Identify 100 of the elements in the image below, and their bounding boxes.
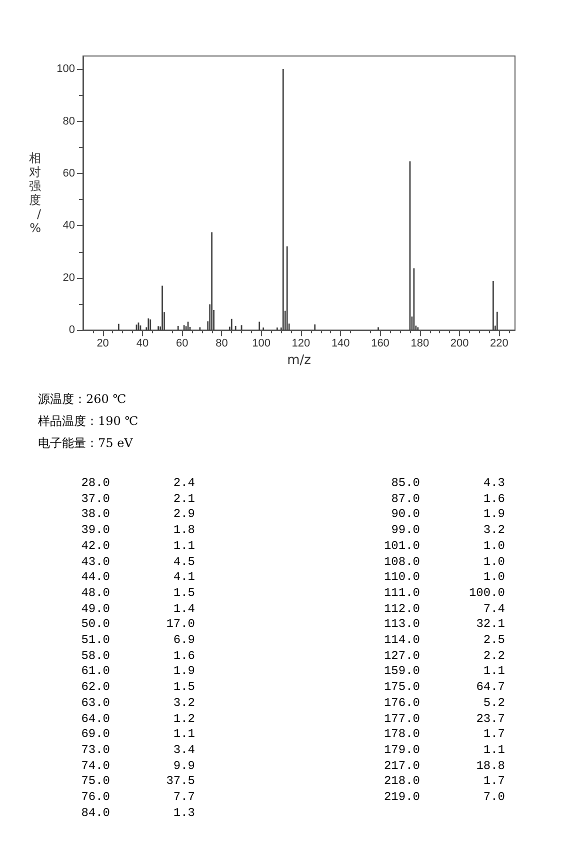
text: 4.5 [172, 554, 195, 570]
x-tick-label: 60 [176, 338, 188, 350]
text: 111.0 [382, 586, 420, 602]
text: 62.0 [80, 680, 110, 696]
text: 1.0 [482, 538, 505, 555]
text: 4.1 [172, 570, 195, 586]
x-tick-label: 200 [450, 338, 469, 350]
x-tick-label: 80 [216, 338, 228, 350]
text: 7.0 [482, 790, 505, 806]
text: 2.9 [172, 507, 195, 524]
text: 108.0 [382, 554, 420, 570]
text: 74.0 [80, 758, 110, 774]
text: 2.4 [172, 476, 195, 492]
text: 1.7 [482, 727, 505, 743]
text: 1.6 [482, 492, 505, 508]
text: 32.1 [475, 617, 505, 634]
x-tick-label: 120 [292, 338, 310, 350]
text: 63.0 [80, 696, 110, 712]
text: 37.5 [165, 774, 195, 790]
text: 1.1 [172, 538, 195, 555]
y-tick-label: 40 [62, 220, 75, 232]
text: 75.0 [80, 774, 110, 790]
text: 90.0 [390, 507, 420, 524]
text: 18.8 [475, 758, 505, 774]
text: 58.0 [80, 648, 110, 664]
y-axis-title: 相对强度/% [29, 151, 42, 236]
text: 219.0 [382, 790, 420, 806]
y-tick-label: 100 [56, 63, 75, 76]
text: 样品温度：190 ℃ [38, 413, 138, 430]
text: 112.0 [382, 602, 420, 618]
text: 50.0 [80, 617, 110, 634]
y-tick-label: 20 [62, 272, 75, 284]
x-axis-title: m/z [287, 353, 312, 368]
text: 17.0 [165, 617, 195, 634]
text: 2.2 [482, 648, 505, 664]
x-tick-label: 180 [410, 338, 430, 350]
text: 5.2 [482, 696, 505, 712]
text: 1.2 [172, 712, 195, 728]
text: 1.7 [482, 774, 505, 790]
text: 44.0 [80, 570, 110, 586]
text: 177.0 [382, 712, 420, 728]
text: 3.2 [482, 523, 505, 539]
text: 7.7 [172, 790, 195, 806]
text: 源温度：260 ℃ [38, 391, 128, 408]
text: 110.0 [382, 570, 420, 586]
text: 159.0 [382, 664, 420, 680]
text: 3.2 [172, 696, 195, 712]
text: 176.0 [382, 696, 420, 712]
text: 61.0 [80, 664, 110, 680]
text: 178.0 [382, 727, 420, 743]
text: 37.0 [80, 492, 110, 508]
text: 电子能量：75 eV [38, 435, 134, 452]
text: 48.0 [80, 586, 110, 602]
text: 1.0 [482, 570, 505, 586]
text: 28.0 [80, 476, 110, 492]
text: 84.0 [80, 806, 110, 822]
text: 9.9 [172, 758, 195, 774]
text: 1.8 [172, 523, 195, 539]
x-tick-label: 40 [136, 338, 149, 350]
text: 76.0 [80, 790, 110, 806]
text: 127.0 [382, 648, 420, 664]
text: 7.4 [482, 602, 505, 618]
text: 49.0 [80, 602, 110, 618]
text: 1.1 [482, 664, 505, 680]
y-tick-label: 0 [68, 324, 75, 336]
text: 43.0 [80, 554, 110, 570]
text: 179.0 [382, 742, 420, 759]
text: 6.9 [172, 633, 195, 649]
text: 38.0 [80, 507, 110, 524]
text: 42.0 [80, 538, 110, 555]
text: 217.0 [382, 758, 420, 774]
text: 73.0 [80, 742, 110, 759]
text: 64.7 [475, 680, 505, 696]
text: 4.3 [482, 476, 505, 492]
text: 85.0 [390, 476, 420, 492]
text: 87.0 [390, 492, 420, 508]
y-tick-label: 60 [62, 167, 75, 180]
y-tick-label: 80 [62, 115, 75, 128]
x-tick-label: 20 [96, 338, 109, 350]
text: 1.5 [172, 680, 195, 696]
text: 218.0 [382, 774, 420, 790]
text: 39.0 [80, 523, 110, 539]
text: 114.0 [382, 633, 420, 649]
text: 1.9 [172, 664, 195, 680]
text: 2.1 [172, 492, 195, 508]
text: 1.1 [172, 727, 195, 743]
text: 1.5 [172, 586, 195, 602]
text: 101.0 [382, 538, 420, 555]
text: 2.5 [482, 633, 505, 649]
text: 100.0 [468, 586, 505, 602]
x-tick-label: 220 [490, 338, 508, 350]
text: 99.0 [390, 523, 420, 539]
x-tick-label: 140 [331, 338, 350, 350]
text: 1.4 [172, 602, 195, 618]
x-tick-label: 100 [252, 338, 271, 350]
text: 113.0 [382, 617, 420, 634]
x-tick-label: 160 [371, 338, 390, 350]
text: 1.9 [482, 507, 505, 524]
text: 1.1 [482, 742, 505, 759]
text: 175.0 [382, 680, 420, 696]
